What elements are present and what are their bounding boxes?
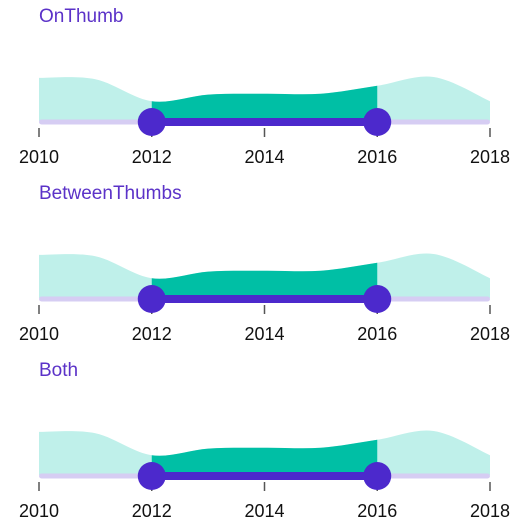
area-selected [151,85,378,121]
thumb-end[interactable] [363,108,392,136]
range-slider-chart[interactable]: 2010 2012 2014 2016 2018 [0,0,530,175]
thumb-end[interactable] [363,285,392,313]
range-slider-chart[interactable]: 2010 2012 2014 2016 2018 [0,354,530,524]
tick-label: 2014 [244,147,284,167]
tick-label: 2016 [357,501,397,521]
thumb-start[interactable] [137,108,166,136]
tick-label: 2012 [132,501,172,521]
track-active[interactable] [151,472,378,480]
track-active[interactable] [151,295,378,303]
tick-label: 2016 [357,147,397,167]
track-active[interactable] [151,118,378,126]
thumb-start[interactable] [137,285,166,313]
thumb-start[interactable] [137,462,166,490]
tick-label: 2018 [470,324,510,344]
tick-label: 2010 [19,324,59,344]
tick-label: 2014 [244,501,284,521]
demo-title: OnThumb [39,6,124,27]
area-selected [151,262,378,298]
range-slider-chart[interactable]: 2010 2012 2014 2016 2018 [0,177,530,352]
thumb-end[interactable] [363,462,392,490]
tick-label: 2012 [132,324,172,344]
tick-label: 2010 [19,147,59,167]
tick-label: 2016 [357,324,397,344]
tick-label: 2018 [470,147,510,167]
demo-title: Both [39,360,79,381]
tick-label: 2018 [470,501,510,521]
area-selected [151,439,378,475]
tick-label: 2012 [132,147,172,167]
tick-label: 2014 [244,324,284,344]
demo-title: BetweenThumbs [39,183,182,204]
tick-label: 2010 [19,501,59,521]
